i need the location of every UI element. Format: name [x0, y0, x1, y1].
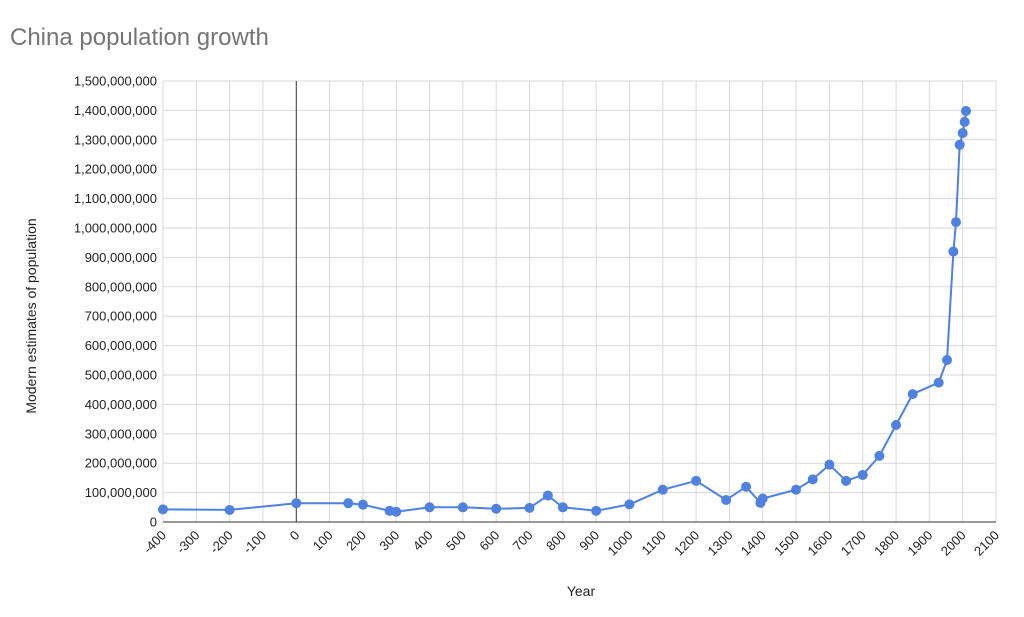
data-point	[524, 502, 535, 513]
x-axis-tick-labels: -400 -300 -200 -100 0 100 200 300 400 500 600 700 80…	[140, 528, 1002, 559]
data-point	[948, 246, 959, 257]
y-tick-label: 1,500,000,000	[74, 74, 157, 89]
x-tick-label: 800	[543, 528, 569, 554]
x-tick-label: -300	[173, 528, 202, 557]
y-tick-label: 0	[150, 515, 157, 530]
data-point	[721, 494, 732, 505]
x-tick-label: 1300	[705, 528, 736, 559]
y-tick-label: 1,300,000,000	[74, 132, 157, 147]
data-point	[942, 355, 953, 366]
data-point	[557, 502, 568, 513]
series-line	[162, 110, 967, 513]
data-point	[891, 419, 902, 430]
data-point	[224, 504, 235, 515]
y-tick-label: 600,000,000	[85, 338, 157, 353]
x-tick-label: -200	[207, 528, 236, 557]
data-point	[807, 474, 818, 485]
data-point	[357, 499, 368, 510]
data-point	[542, 490, 553, 501]
x-tick-label: 2000	[938, 528, 969, 559]
data-point	[591, 505, 602, 516]
x-tick-label: 1000	[605, 528, 636, 559]
data-point	[757, 493, 768, 504]
y-tick-label: 900,000,000	[85, 250, 157, 265]
x-tick-label: 1800	[871, 528, 902, 559]
data-point	[951, 217, 962, 228]
y-axis-title: Modern estimates of population	[23, 218, 39, 413]
data-point	[624, 499, 635, 510]
y-tick-label: 500,000,000	[85, 368, 157, 383]
data-point	[954, 139, 965, 150]
data-point	[841, 475, 852, 486]
x-tick-label: 700	[510, 528, 536, 554]
series	[158, 105, 972, 517]
data-point	[158, 504, 168, 515]
y-tick-label: 1,100,000,000	[74, 191, 157, 206]
data-point	[957, 128, 968, 139]
data-point	[391, 506, 402, 517]
x-tick-label: 400	[410, 528, 436, 554]
x-tick-label: 100	[310, 528, 336, 554]
x-tick-label: 1900	[904, 528, 935, 559]
data-point	[457, 502, 468, 513]
x-tick-label: 0	[287, 528, 303, 544]
y-tick-label: 100,000,000	[85, 485, 157, 500]
data-point	[424, 502, 435, 513]
data-point	[343, 498, 354, 509]
x-tick-label: 200	[343, 528, 369, 554]
x-tick-label: 1200	[671, 528, 702, 559]
data-point	[961, 105, 972, 116]
chart-title: China population growth	[10, 24, 269, 51]
y-tick-label: 1,000,000,000	[74, 221, 157, 236]
y-tick-label: 1,400,000,000	[74, 103, 157, 118]
x-tick-label: -100	[240, 528, 269, 557]
y-tick-label: 1,200,000,000	[74, 162, 157, 177]
data-point	[933, 377, 944, 388]
x-tick-label: 1100	[639, 528, 669, 558]
data-point	[291, 498, 302, 509]
y-tick-label: 800,000,000	[85, 279, 157, 294]
y-tick-label: 200,000,000	[85, 456, 157, 471]
y-tick-label: 300,000,000	[85, 426, 157, 441]
y-tick-label: 400,000,000	[85, 397, 157, 412]
data-point	[691, 475, 702, 486]
x-tick-label: 300	[376, 528, 402, 554]
axes	[163, 81, 996, 523]
x-tick-label: 1700	[838, 528, 869, 559]
x-tick-label: 1500	[771, 528, 802, 559]
gridlines	[162, 80, 997, 522]
x-tick-label: 900	[576, 528, 602, 554]
data-point	[741, 481, 752, 492]
data-point	[791, 484, 802, 495]
x-tick-label: 500	[443, 528, 469, 554]
x-tick-label: 600	[476, 528, 502, 554]
data-point	[657, 484, 668, 495]
x-tick-label: 1600	[804, 528, 835, 559]
data-point	[907, 389, 918, 400]
data-point	[824, 459, 835, 470]
data-point	[491, 503, 502, 514]
data-point	[959, 116, 970, 127]
x-tick-label: -400	[140, 528, 169, 557]
x-axis-title: Year	[567, 583, 596, 599]
y-tick-label: 700,000,000	[85, 309, 157, 324]
x-tick-label: 1400	[738, 528, 769, 559]
x-tick-label: 2100	[971, 528, 1002, 559]
data-point	[857, 469, 868, 480]
y-axis-tick-labels: 0 100,000,000 200,000,000 300,000,000 400,00…	[74, 74, 157, 530]
data-point	[874, 450, 885, 461]
